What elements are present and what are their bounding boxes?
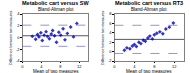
svg-text:Difference between two measure: Difference between two measures — [101, 10, 105, 64]
svg-text:12: 12 — [172, 64, 177, 69]
svg-text:Bland-Altman plot: Bland-Altman plot — [131, 7, 167, 12]
svg-text:0: 0 — [113, 64, 116, 69]
svg-text:-2: -2 — [108, 58, 112, 63]
svg-text:0: 0 — [17, 35, 20, 40]
svg-text:-4: -4 — [16, 58, 20, 63]
svg-text:Bland-Altman plot: Bland-Altman plot — [38, 7, 74, 12]
svg-text:0: 0 — [109, 49, 112, 54]
svg-text:Metabolic cart versus SW: Metabolic cart versus SW — [22, 0, 89, 6]
svg-text:8: 8 — [153, 64, 156, 69]
svg-text:Mean of two measures: Mean of two measures — [126, 69, 172, 73]
svg-text:2: 2 — [109, 40, 112, 45]
svg-text:12: 12 — [77, 64, 82, 69]
svg-text:Mean of two measures: Mean of two measures — [33, 69, 79, 73]
svg-text:Difference between two measure: Difference between two measures — [9, 10, 13, 64]
svg-text:-2: -2 — [16, 47, 20, 52]
svg-text:8: 8 — [59, 64, 62, 69]
svg-text:6: 6 — [109, 21, 112, 26]
svg-text:Metabolic cart versus RT3: Metabolic cart versus RT3 — [115, 0, 183, 6]
svg-text:8: 8 — [109, 11, 112, 16]
svg-text:4: 4 — [109, 30, 112, 35]
svg-text:2: 2 — [17, 23, 20, 28]
svg-text:4: 4 — [40, 64, 43, 69]
svg-text:4: 4 — [133, 64, 136, 69]
svg-text:4: 4 — [17, 11, 20, 16]
svg-text:0: 0 — [21, 64, 24, 69]
